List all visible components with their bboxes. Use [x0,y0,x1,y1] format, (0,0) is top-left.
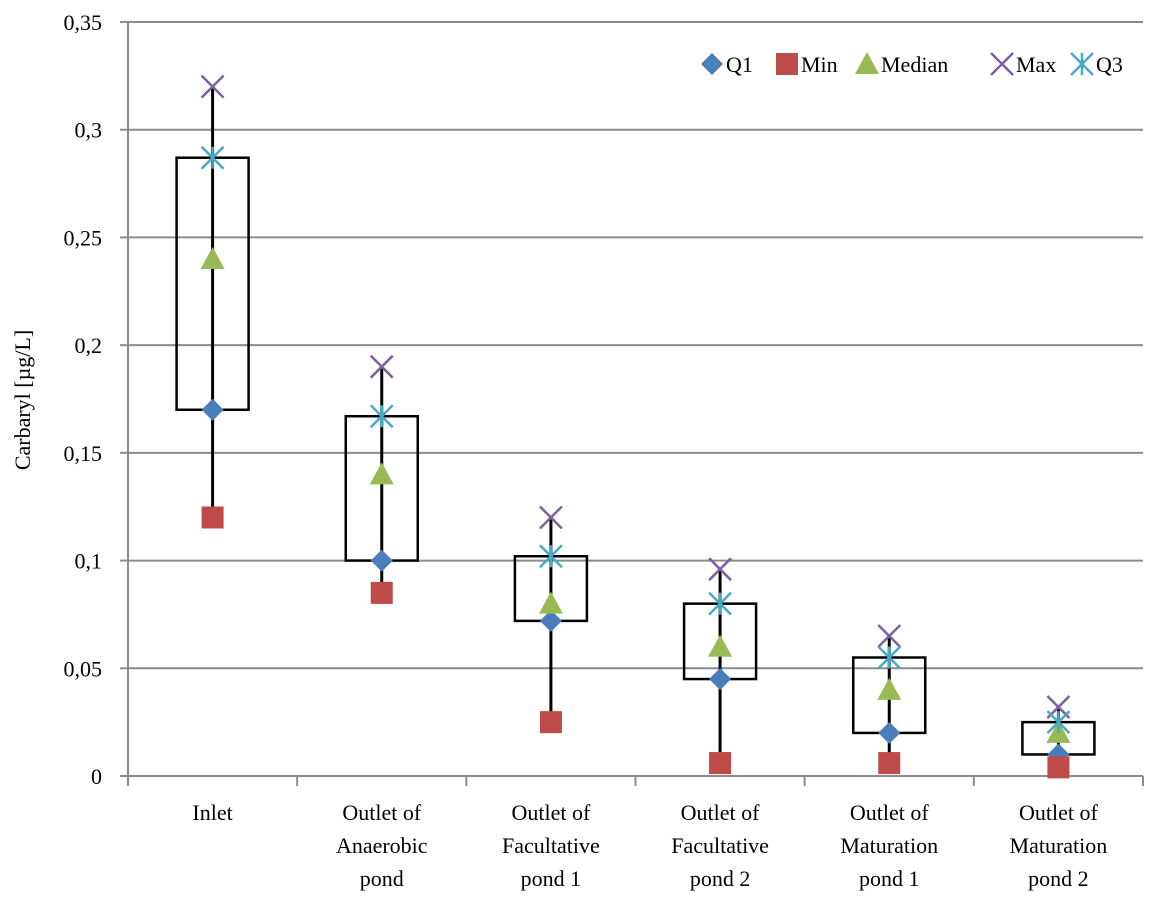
x-category-label-line: Inlet [192,800,232,825]
marker-q3 [539,544,563,569]
legend-item-min: Min [776,52,838,77]
marker-max-stroke [877,624,902,648]
x-category-label-line: pond 1 [521,866,582,891]
marker-min [539,711,562,734]
x-category-label-line: Outlet of [342,800,421,825]
y-tick-label: 0,05 [64,656,103,681]
legend-label: Max [1016,52,1056,77]
marker-q3 [369,404,394,429]
marker-max-stroke [369,354,394,379]
x-category-label: Outlet of Facultative pond 2 [671,800,769,891]
marker-max-stroke [708,557,732,582]
legend-marker-max-stroke [990,52,1014,76]
marker-q3 [200,145,225,170]
legend-item-median: Median [855,52,948,77]
y-tick-label: 0,3 [75,118,103,143]
x-category-label-line: Maturation [840,833,938,858]
marker-q3 [877,645,902,670]
x-category-label-line: Outlet of [1019,800,1098,825]
marker-min [370,581,393,604]
marker-min [201,506,224,529]
marker-min [878,752,901,775]
legend-label: Median [881,52,948,77]
marker-max-stroke [539,505,563,530]
legend-marker-min [776,53,798,75]
boxes [175,86,1096,768]
legend-marker-median [855,52,879,74]
x-category-label-line: Outlet of [512,800,591,825]
x-category-label: Outlet of Maturation pond 1 [840,800,938,891]
x-category-label-line: pond 1 [859,866,920,891]
marker-max [708,557,732,582]
x-category-label: Inlet [192,800,232,825]
marker-q1 [878,721,901,744]
marker-q1 [370,549,393,572]
y-tick-label: 0,2 [75,333,103,358]
marker-max [200,74,225,99]
marker-q1 [709,668,732,691]
x-category-label: Outlet of Facultative pond 1 [502,800,600,891]
marker-min [709,752,732,775]
marker-min [1047,756,1070,779]
x-category-label-line: pond [360,866,404,891]
marker-median [708,634,733,657]
legend-marker-q3 [1070,52,1094,76]
x-category-label-line: Maturation [1010,833,1108,858]
markers [200,74,1071,779]
legend-label: Q3 [1096,52,1123,77]
marker-q1 [539,609,562,632]
x-axis: Inlet Outlet of Anaerobic pond Outlet of Facu… [127,775,1144,891]
y-tick-label: 0,1 [75,549,103,574]
marker-q3 [708,591,732,616]
marker-max [539,505,563,530]
marker-max-stroke [200,74,225,99]
marker-median [369,462,394,485]
legend-marker-q1 [701,53,723,75]
x-category-label: Outlet of Maturation pond 2 [1010,800,1108,891]
legend-marker-max [990,52,1014,76]
y-tick-label: 0,15 [64,441,103,466]
x-category-label-line: Facultative [502,833,600,858]
marker-median [200,246,225,269]
x-category-label-line: Anaerobic [336,833,428,858]
marker-max [877,624,902,648]
y-axis: 0 0,05 0,1 0,15 0,2 0,25 0,3 0,35 [64,10,129,789]
x-category-label: Outlet of Anaerobic pond [336,800,428,891]
legend-item-q3: Q3 [1070,52,1123,77]
x-category-label-line: Facultative [671,833,769,858]
y-tick-label: 0,25 [64,225,103,250]
marker-median [538,591,563,614]
x-category-label-line: pond 2 [1028,866,1089,891]
y-tick-label: 0,35 [64,10,103,35]
marker-q1 [201,398,224,421]
x-category-label-line: pond 2 [690,866,751,891]
marker-median [877,677,902,700]
legend-label: Q1 [726,52,753,77]
y-axis-title: Carbaryl [µg/L] [10,330,35,470]
y-tick-label: 0 [91,764,102,789]
gridlines [128,21,1143,670]
marker-q3 [1046,710,1071,735]
legend-label: Min [801,52,838,77]
x-category-label-line: Outlet of [681,800,760,825]
x-category-label-line: Outlet of [850,800,929,825]
legend-item-q1: Q1 [701,52,753,77]
marker-max [369,354,394,379]
legend-item-max: Max [990,52,1056,77]
legend: Q1 Min Median Max Q3 [701,52,1123,77]
